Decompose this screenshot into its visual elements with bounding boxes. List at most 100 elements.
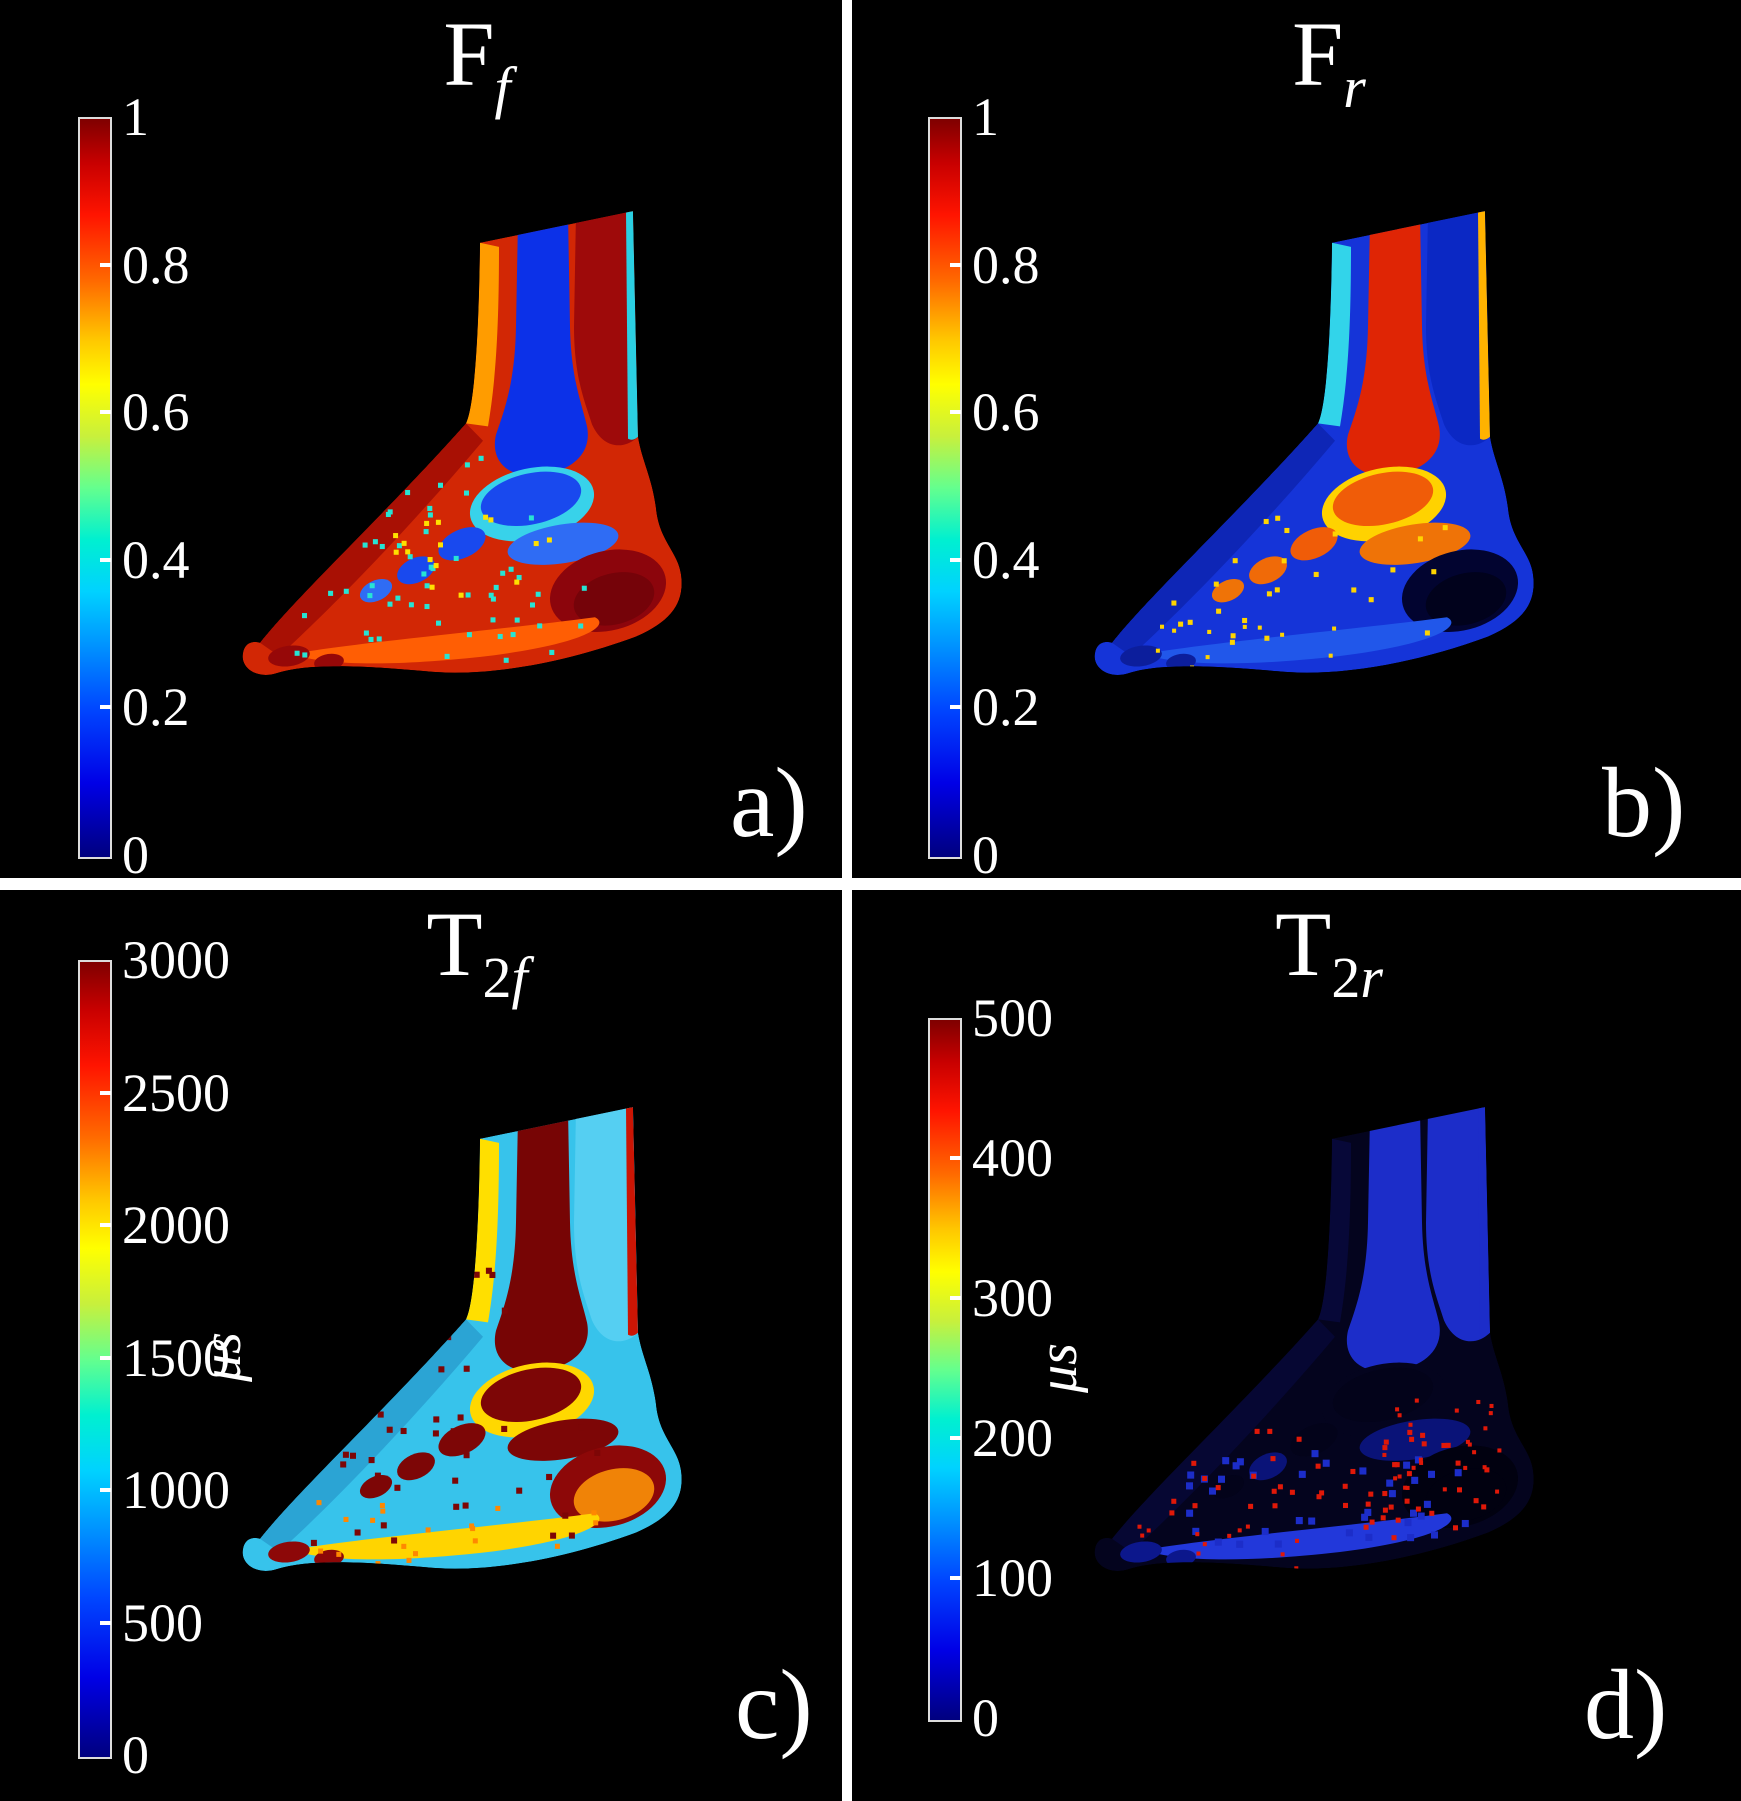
speckle (1415, 1506, 1421, 1512)
speckle (1455, 1460, 1461, 1466)
speckle (1461, 1519, 1469, 1528)
speckle (379, 1502, 385, 1509)
colorbar-gradient (78, 117, 112, 859)
speckle (1274, 587, 1280, 593)
speckle (1419, 1460, 1424, 1465)
speckle (1187, 619, 1193, 625)
speckle (1472, 1450, 1477, 1455)
speckle (294, 650, 300, 656)
speckle (1406, 1471, 1412, 1477)
speckle (1421, 1441, 1427, 1447)
foot-speckles (1137, 1398, 1502, 1571)
speckle (1311, 1450, 1319, 1458)
speckle (470, 1525, 476, 1532)
speckle (438, 1366, 445, 1373)
speckle (1497, 1448, 1502, 1453)
speckle (343, 1516, 349, 1522)
colorbar-tick-label: 1 (122, 87, 149, 147)
speckle (1186, 1509, 1194, 1517)
speckle (546, 537, 552, 543)
speckle (406, 1557, 412, 1563)
speckle (1404, 1518, 1412, 1527)
speckle (432, 1430, 439, 1437)
speckle (1155, 648, 1160, 653)
speckle (1254, 1428, 1260, 1434)
speckle (1158, 1467, 1164, 1473)
speckle (464, 462, 470, 468)
speckle (510, 632, 516, 638)
speckle (1361, 1513, 1369, 1521)
speckle (433, 1416, 440, 1423)
speckle (469, 1249, 476, 1256)
speckle (380, 1508, 386, 1514)
speckle (533, 541, 539, 547)
speckle (1342, 1483, 1348, 1489)
speckle (503, 657, 509, 663)
speckle (342, 1451, 349, 1458)
speckle (1343, 1502, 1348, 1509)
speckle (562, 1512, 569, 1519)
speckle (429, 584, 435, 590)
speckle (424, 583, 430, 589)
speckle (435, 519, 441, 525)
speckle (1296, 1436, 1302, 1442)
colorbar-tick-label: 0.2 (972, 677, 1040, 738)
speckle (488, 517, 494, 523)
speckle (1417, 536, 1423, 542)
speckle (436, 620, 441, 626)
speckle (1186, 1482, 1193, 1490)
speckle (373, 499, 379, 505)
speckle (1328, 653, 1333, 658)
speckle (1414, 1398, 1419, 1403)
speckle (1407, 1534, 1415, 1542)
speckle (452, 1477, 459, 1484)
speckle (578, 623, 584, 629)
speckle (425, 1527, 431, 1533)
speckle (1146, 1528, 1151, 1533)
speckle (413, 1551, 418, 1557)
speckle (1277, 1484, 1283, 1490)
speckle (1266, 591, 1272, 597)
speckle (1476, 1399, 1481, 1405)
speckle (1294, 1566, 1299, 1571)
speckle (1463, 1465, 1468, 1470)
colorbar-tick-label: 0 (972, 1688, 999, 1748)
speckle (535, 591, 541, 597)
speckle (328, 590, 334, 596)
speckle (483, 514, 489, 520)
speckle (1465, 1439, 1470, 1444)
speckle (1209, 1487, 1216, 1495)
speckle (593, 1520, 599, 1526)
panel-c-label: c) (735, 1649, 813, 1760)
speckle (310, 1539, 317, 1546)
speckle (421, 571, 427, 577)
foot-map (242, 211, 682, 675)
speckle (1482, 1465, 1487, 1470)
speckle (1144, 1565, 1149, 1570)
speckle (1332, 626, 1337, 631)
panel-b-label: b) (1602, 747, 1686, 858)
speckle (424, 520, 430, 526)
speckle (1215, 1485, 1221, 1491)
speckle (473, 1271, 480, 1278)
colorbar-tick-label: 500 (122, 1592, 203, 1653)
speckle (1251, 1473, 1257, 1479)
speckle (1350, 1468, 1356, 1475)
speckle (1190, 665, 1194, 670)
speckle (1222, 1457, 1230, 1465)
speckle (1214, 1538, 1222, 1546)
speckle (1237, 1528, 1242, 1533)
speckle (1313, 571, 1319, 578)
speckle (493, 584, 499, 590)
panel-a-title: Ff (443, 3, 511, 120)
speckle (568, 1532, 575, 1539)
colorbar-tick-label: 1 (972, 87, 999, 147)
speckle (1261, 1527, 1269, 1536)
speckle (1227, 1533, 1232, 1538)
speckle (516, 1487, 523, 1494)
colorbar-gradient (78, 960, 112, 1759)
speckle (463, 1365, 470, 1372)
panel-c-title: T2f (426, 893, 528, 1010)
colorbar-unit-microseconds: μs (1027, 1343, 1089, 1393)
speckle (1397, 1413, 1402, 1418)
